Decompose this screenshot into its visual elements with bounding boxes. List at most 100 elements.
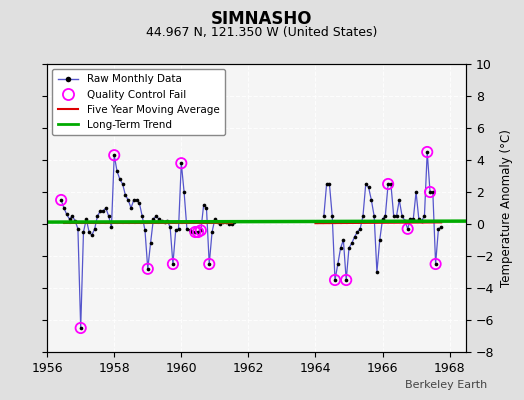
Point — [205, 261, 213, 267]
Point — [110, 152, 118, 158]
Point — [129, 197, 138, 203]
Point — [66, 216, 74, 222]
Point — [322, 181, 331, 187]
Point — [85, 229, 93, 235]
Point — [429, 189, 437, 195]
Text: SIMNASHO: SIMNASHO — [211, 10, 313, 28]
Point — [392, 213, 401, 219]
Point — [378, 216, 387, 222]
Point — [395, 197, 403, 203]
Point — [152, 213, 160, 219]
Point — [177, 160, 185, 166]
Point — [373, 269, 381, 275]
Point — [91, 226, 99, 232]
Point — [414, 216, 423, 222]
Point — [219, 219, 227, 226]
Point — [174, 226, 183, 232]
Point — [62, 211, 71, 218]
Point — [320, 213, 328, 219]
Point — [353, 229, 362, 235]
Y-axis label: Temperature Anomaly (°C): Temperature Anomaly (°C) — [500, 129, 513, 287]
Point — [208, 229, 216, 235]
Point — [141, 227, 149, 234]
Point — [222, 219, 230, 226]
Point — [68, 213, 77, 219]
Point — [325, 181, 334, 187]
Point — [367, 197, 376, 203]
Point — [434, 226, 443, 232]
Point — [124, 197, 133, 203]
Point — [339, 237, 347, 243]
Point — [74, 226, 82, 232]
Point — [412, 189, 420, 195]
Point — [426, 189, 434, 195]
Point — [60, 205, 68, 211]
Point — [230, 219, 238, 226]
Point — [185, 227, 194, 234]
Legend: Raw Monthly Data, Quality Control Fail, Five Year Moving Average, Long-Term Tren: Raw Monthly Data, Quality Control Fail, … — [52, 69, 225, 135]
Point — [202, 205, 211, 211]
Point — [359, 213, 367, 219]
Point — [406, 216, 414, 222]
Point — [423, 149, 431, 155]
Point — [437, 224, 445, 230]
Point — [88, 232, 96, 238]
Point — [331, 277, 339, 283]
Point — [423, 149, 431, 155]
Point — [213, 219, 222, 226]
Point — [163, 218, 171, 224]
Point — [345, 245, 353, 251]
Point — [93, 213, 102, 219]
Point — [227, 221, 236, 227]
Point — [183, 226, 191, 232]
Point — [102, 205, 110, 211]
Point — [113, 168, 121, 174]
Point — [57, 197, 66, 203]
Point — [342, 277, 351, 283]
Point — [370, 213, 378, 219]
Point — [364, 184, 373, 190]
Point — [82, 216, 91, 222]
Point — [420, 213, 429, 219]
Text: Berkeley Earth: Berkeley Earth — [405, 380, 487, 390]
Point — [135, 200, 144, 206]
Point — [356, 226, 364, 232]
Point — [127, 205, 135, 211]
Point — [205, 261, 213, 267]
Text: 44.967 N, 121.350 W (United States): 44.967 N, 121.350 W (United States) — [146, 26, 378, 39]
Point — [196, 227, 205, 234]
Point — [398, 213, 406, 219]
Point — [225, 221, 233, 227]
Point — [160, 219, 169, 226]
Point — [77, 325, 85, 331]
Point — [144, 266, 152, 272]
Point — [418, 218, 426, 224]
Point — [177, 160, 185, 166]
Point — [133, 197, 141, 203]
Point — [216, 221, 225, 227]
Point — [116, 176, 124, 182]
Point — [171, 227, 180, 234]
Point — [403, 226, 412, 232]
Point — [200, 202, 208, 208]
Point — [401, 218, 409, 224]
Point — [169, 261, 177, 267]
Point — [107, 224, 116, 230]
Point — [79, 229, 88, 235]
Point — [144, 266, 152, 272]
Point — [384, 181, 392, 187]
Point — [99, 208, 107, 214]
Point — [96, 208, 104, 214]
Point — [211, 216, 219, 222]
Point — [381, 213, 389, 219]
Point — [409, 216, 418, 222]
Point — [431, 261, 440, 267]
Point — [387, 181, 395, 187]
Point — [138, 213, 146, 219]
Point — [155, 216, 163, 222]
Point — [403, 226, 412, 232]
Point — [342, 277, 351, 283]
Point — [362, 181, 370, 187]
Point — [351, 234, 359, 240]
Point — [166, 224, 174, 230]
